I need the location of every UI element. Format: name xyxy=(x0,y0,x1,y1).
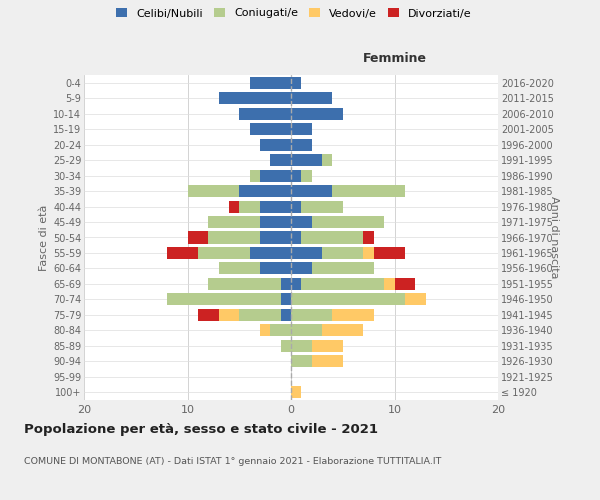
Bar xyxy=(291,200,301,212)
Bar xyxy=(332,185,405,197)
Bar xyxy=(312,262,374,274)
Bar xyxy=(239,309,281,321)
Bar xyxy=(291,185,332,197)
Text: Femmine: Femmine xyxy=(362,52,427,65)
Bar xyxy=(198,309,218,321)
Bar xyxy=(301,200,343,212)
Text: COMUNE DI MONTABONE (AT) - Dati ISTAT 1° gennaio 2021 - Elaborazione TUTTITALIA.: COMUNE DI MONTABONE (AT) - Dati ISTAT 1°… xyxy=(24,458,442,466)
Bar xyxy=(322,247,364,259)
Bar xyxy=(291,356,312,368)
Bar xyxy=(208,232,260,243)
Bar xyxy=(187,232,208,243)
Bar xyxy=(291,216,312,228)
Bar xyxy=(260,324,271,336)
Legend: Celibi/Nubili, Coniugati/e, Vedovi/e, Divorziati/e: Celibi/Nubili, Coniugati/e, Vedovi/e, Di… xyxy=(116,8,472,18)
Bar xyxy=(301,170,312,181)
Y-axis label: Anni di nascita: Anni di nascita xyxy=(549,196,559,279)
Bar xyxy=(218,262,260,274)
Bar xyxy=(291,92,332,104)
Bar xyxy=(281,309,291,321)
Bar xyxy=(260,138,291,150)
Bar xyxy=(291,76,301,89)
Bar xyxy=(291,170,301,181)
Bar xyxy=(291,309,332,321)
Bar xyxy=(208,278,281,290)
Bar xyxy=(167,294,281,306)
Bar xyxy=(312,356,343,368)
Bar xyxy=(250,123,291,135)
Bar xyxy=(281,278,291,290)
Bar xyxy=(291,232,301,243)
Bar xyxy=(291,278,301,290)
Bar xyxy=(260,200,291,212)
Bar xyxy=(291,294,405,306)
Bar xyxy=(250,247,291,259)
Bar xyxy=(260,262,291,274)
Bar xyxy=(291,340,312,352)
Bar xyxy=(239,185,291,197)
Bar xyxy=(187,185,239,197)
Bar xyxy=(291,386,301,398)
Bar xyxy=(271,324,291,336)
Text: Popolazione per età, sesso e stato civile - 2021: Popolazione per età, sesso e stato civil… xyxy=(24,422,378,436)
Bar xyxy=(239,200,260,212)
Bar xyxy=(291,138,312,150)
Bar xyxy=(291,247,322,259)
Bar xyxy=(260,216,291,228)
Bar xyxy=(301,232,364,243)
Bar xyxy=(364,232,374,243)
Bar xyxy=(312,340,343,352)
Bar xyxy=(291,108,343,120)
Bar xyxy=(332,309,374,321)
Bar xyxy=(364,247,374,259)
Bar xyxy=(218,92,291,104)
Bar xyxy=(198,247,250,259)
Bar xyxy=(291,324,322,336)
Bar xyxy=(167,247,198,259)
Bar xyxy=(291,262,312,274)
Bar xyxy=(239,108,291,120)
Bar xyxy=(281,340,291,352)
Bar xyxy=(395,278,415,290)
Bar xyxy=(384,278,395,290)
Bar xyxy=(291,123,312,135)
Bar xyxy=(374,247,405,259)
Y-axis label: Fasce di età: Fasce di età xyxy=(38,204,49,270)
Bar xyxy=(405,294,425,306)
Bar xyxy=(229,200,239,212)
Bar xyxy=(301,278,384,290)
Bar xyxy=(281,294,291,306)
Bar xyxy=(250,170,260,181)
Bar xyxy=(322,154,332,166)
Bar xyxy=(250,76,291,89)
Bar xyxy=(218,309,239,321)
Bar xyxy=(291,154,322,166)
Bar xyxy=(312,216,384,228)
Bar xyxy=(208,216,260,228)
Bar xyxy=(260,232,291,243)
Bar xyxy=(260,170,291,181)
Bar xyxy=(322,324,364,336)
Bar xyxy=(271,154,291,166)
